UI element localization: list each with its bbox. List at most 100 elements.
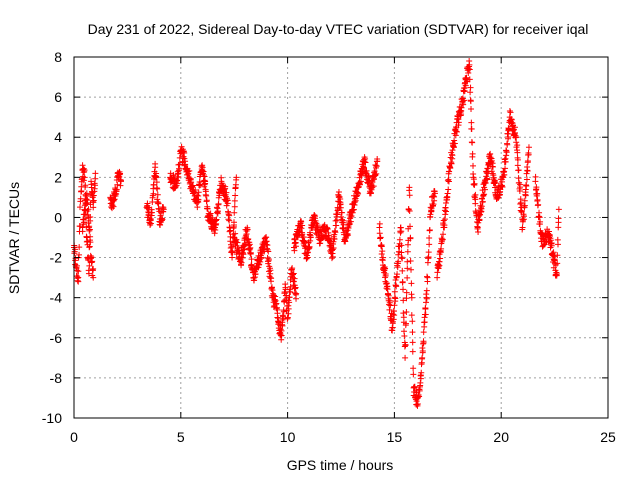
data-point bbox=[404, 265, 411, 272]
data-point bbox=[398, 228, 405, 235]
data-point bbox=[215, 200, 222, 207]
data-point bbox=[505, 133, 512, 140]
data-point bbox=[226, 212, 233, 219]
data-point bbox=[437, 255, 444, 262]
data-point bbox=[427, 211, 434, 218]
data-point bbox=[501, 171, 508, 178]
data-point bbox=[248, 256, 255, 263]
data-point bbox=[75, 278, 82, 285]
data-point bbox=[75, 268, 82, 275]
data-point bbox=[83, 215, 90, 222]
data-point bbox=[514, 156, 521, 163]
y-tick-label: -10 bbox=[42, 410, 62, 426]
data-point bbox=[117, 170, 124, 177]
data-point bbox=[395, 258, 402, 265]
data-point bbox=[340, 221, 347, 228]
data-point bbox=[418, 369, 425, 376]
data-point bbox=[399, 279, 406, 286]
x-tick-labels: 0 5 10 15 20 25 bbox=[70, 429, 616, 445]
data-point bbox=[389, 320, 396, 327]
data-point bbox=[277, 326, 284, 333]
data-point bbox=[86, 262, 93, 269]
data-point bbox=[357, 178, 364, 185]
data-point bbox=[231, 203, 238, 210]
data-point bbox=[554, 241, 561, 248]
data-point bbox=[554, 252, 561, 259]
data-point bbox=[439, 236, 446, 243]
data-point bbox=[420, 339, 427, 346]
data-point bbox=[523, 170, 530, 177]
data-point bbox=[523, 182, 530, 189]
data-point bbox=[298, 225, 305, 232]
data-point bbox=[214, 208, 221, 215]
data-point bbox=[83, 196, 90, 203]
data-point bbox=[247, 249, 254, 256]
data-point bbox=[202, 180, 209, 187]
data-point bbox=[466, 66, 473, 73]
data-point bbox=[521, 197, 528, 204]
data-point bbox=[517, 184, 524, 191]
data-point bbox=[291, 247, 298, 254]
data-point bbox=[386, 299, 393, 306]
data-point bbox=[406, 207, 413, 214]
data-point bbox=[460, 97, 467, 104]
data-point bbox=[292, 284, 299, 291]
data-point bbox=[423, 295, 430, 302]
data-point bbox=[451, 140, 458, 147]
data-point bbox=[533, 184, 540, 191]
data-point bbox=[311, 215, 318, 222]
data-point bbox=[491, 178, 498, 185]
data-point bbox=[170, 172, 177, 179]
data-point bbox=[548, 242, 555, 249]
data-point bbox=[489, 170, 496, 177]
data-point bbox=[524, 157, 531, 164]
data-point bbox=[440, 217, 447, 224]
data-point bbox=[438, 245, 445, 252]
data-point bbox=[332, 217, 339, 224]
data-point bbox=[424, 274, 431, 281]
y-tick-label: -8 bbox=[50, 370, 63, 386]
data-point bbox=[391, 302, 398, 309]
data-point bbox=[81, 174, 88, 181]
data-point bbox=[376, 230, 383, 237]
data-point bbox=[392, 295, 399, 302]
data-point bbox=[233, 174, 240, 181]
data-point bbox=[76, 244, 83, 251]
data-point bbox=[152, 164, 159, 171]
data-point bbox=[428, 208, 435, 215]
data-point bbox=[431, 190, 438, 197]
data-point bbox=[289, 265, 296, 272]
data-point bbox=[402, 354, 409, 361]
data-point bbox=[442, 204, 449, 211]
data-point bbox=[85, 270, 92, 277]
data-point bbox=[403, 320, 410, 327]
data-point bbox=[534, 190, 541, 197]
data-point bbox=[231, 219, 238, 226]
data-point bbox=[269, 287, 276, 294]
data-point bbox=[419, 349, 426, 356]
data-point bbox=[404, 258, 411, 265]
data-point bbox=[379, 248, 386, 255]
data-point bbox=[435, 263, 442, 270]
data-point bbox=[337, 204, 344, 211]
data-point bbox=[484, 176, 491, 183]
data-point bbox=[460, 101, 467, 108]
data-point bbox=[475, 229, 482, 236]
data-point bbox=[194, 204, 201, 211]
data-point bbox=[553, 271, 560, 278]
data-point bbox=[467, 84, 474, 91]
y-tick-label: -2 bbox=[50, 250, 63, 266]
data-point bbox=[222, 185, 229, 192]
data-point bbox=[408, 312, 415, 319]
data-point bbox=[84, 199, 91, 206]
data-point bbox=[78, 188, 85, 195]
data-point bbox=[410, 371, 417, 378]
data-point bbox=[338, 213, 345, 220]
data-point bbox=[513, 134, 520, 141]
data-point bbox=[238, 259, 245, 266]
data-point bbox=[374, 158, 381, 165]
data-point bbox=[304, 254, 311, 261]
data-point bbox=[441, 222, 448, 229]
data-point bbox=[79, 162, 86, 169]
x-tick-label: 10 bbox=[280, 429, 296, 445]
